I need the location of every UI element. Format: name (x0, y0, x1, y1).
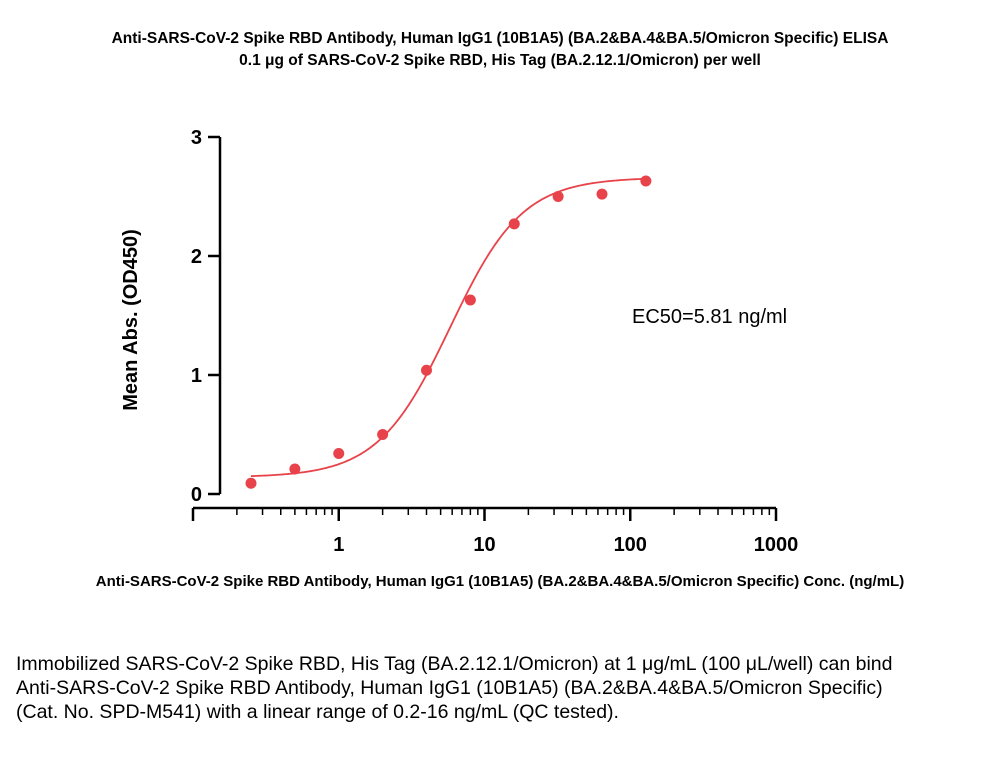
data-point (245, 477, 257, 489)
data-point (333, 448, 345, 460)
data-point (508, 218, 520, 230)
y-tick-label: 0 (191, 484, 202, 506)
data-point (289, 463, 301, 475)
chart-title: Anti-SARS-CoV-2 Spike RBD Antibody, Huma… (111, 30, 889, 47)
y-axis-label: Mean Abs. (OD450) (120, 229, 142, 411)
fit-curve (250, 177, 646, 478)
ec50-annotation: EC50=5.81 ng/ml (632, 306, 787, 328)
data-point (464, 294, 476, 306)
figure-caption: Immobilized SARS-CoV-2 Spike RBD, His Ta… (16, 653, 893, 723)
data-point (377, 429, 389, 440)
data-point (640, 175, 652, 187)
data-point (596, 188, 608, 200)
data-points (245, 175, 652, 489)
x-tick-label: 1000 (754, 534, 799, 556)
data-point (421, 364, 433, 376)
x-tick-label: 10 (473, 534, 495, 556)
y-tick-label: 3 (191, 127, 202, 149)
x-tick-label: 100 (614, 534, 647, 556)
y-tick-label: 1 (191, 365, 202, 387)
fit-curve-layer (250, 177, 646, 478)
y-tick-label: 2 (191, 246, 202, 268)
data-point (552, 191, 564, 202)
x-axis-label: Anti-SARS-CoV-2 Spike RBD Antibody, Huma… (96, 573, 904, 590)
x-tick-label: 1 (333, 534, 344, 556)
chart-area: 0 1 2 3 1 10 100 1000 Mean Abs. (OD450) Anti-SA… (96, 127, 904, 590)
axes: 0 1 2 3 1 10 100 1000 (191, 127, 798, 556)
chart-subtitle: 0.1 μg of SARS-CoV-2 Spike RBD, His Tag … (239, 52, 761, 69)
